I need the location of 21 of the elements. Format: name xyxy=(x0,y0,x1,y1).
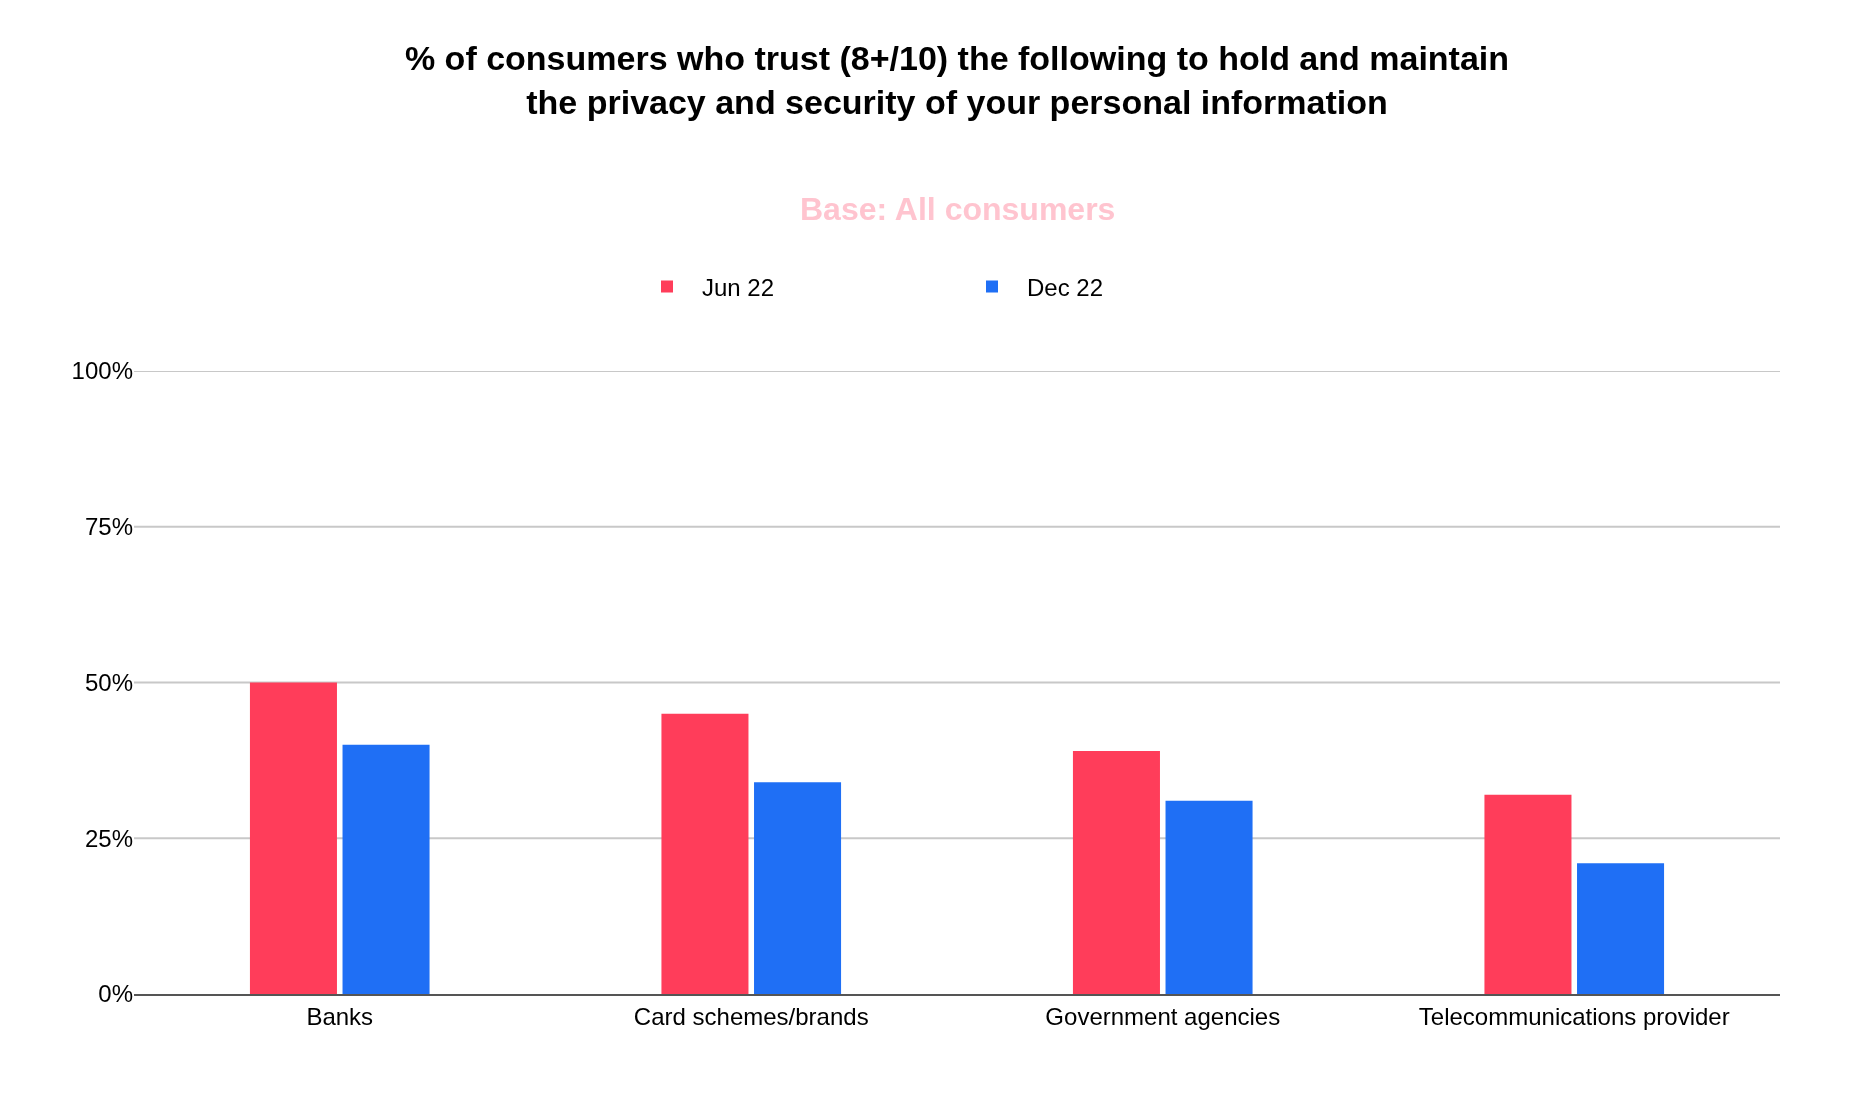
legend-label: Dec 22 xyxy=(1027,273,1104,301)
y-tick-label: 0% xyxy=(98,980,133,1008)
bar xyxy=(1072,751,1160,994)
chart-subtitle: Base: All consumers xyxy=(800,191,1116,227)
legend-label: Jun 22 xyxy=(702,273,775,301)
bar xyxy=(249,682,337,994)
bar xyxy=(1484,794,1572,994)
y-tick-label: 100% xyxy=(71,357,133,385)
y-tick-label: 50% xyxy=(84,668,133,696)
x-tick-label: Government agencies xyxy=(1045,1002,1281,1030)
x-tick-label: Card schemes/brands xyxy=(633,1002,869,1030)
x-tick-label: Banks xyxy=(306,1002,374,1030)
bar xyxy=(342,744,430,994)
chart-title: % of consumers who trust (8+/10) the following to hold and maintain the privacy and security of your personal information xyxy=(404,39,1510,122)
bar xyxy=(1165,800,1253,994)
bar xyxy=(754,782,842,994)
x-tick-label: Telecommunications provider xyxy=(1418,1002,1730,1030)
bar xyxy=(1577,863,1665,994)
y-tick-label: 75% xyxy=(84,513,133,541)
bar xyxy=(661,713,749,994)
y-tick-label: 25% xyxy=(84,824,133,852)
